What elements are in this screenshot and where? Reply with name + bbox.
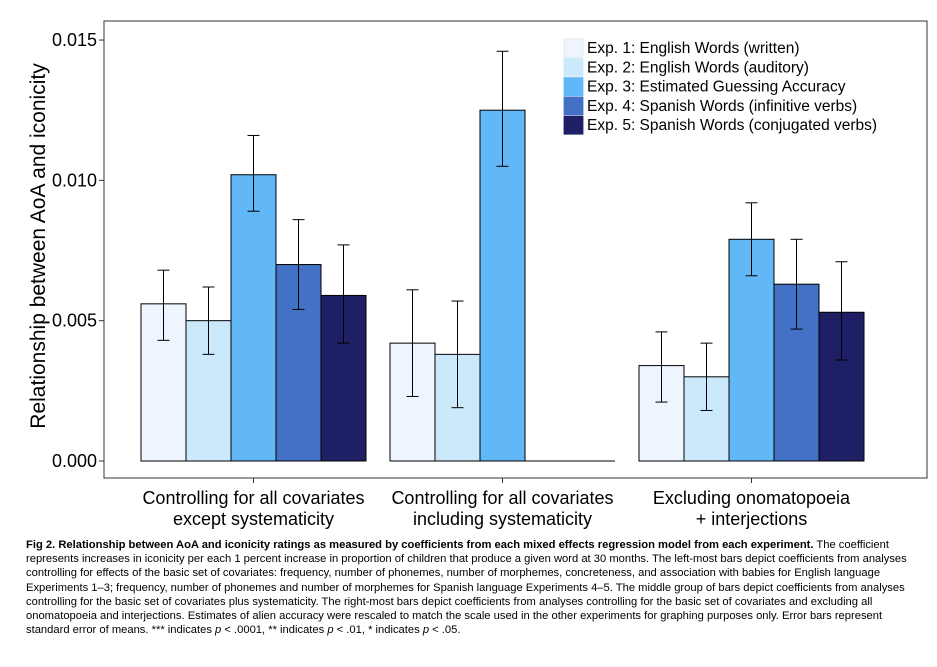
y-tick-label: 0.000: [52, 451, 97, 471]
bar-chart: 0.000 0.005 0.010 0.015 Controlling for all…: [27, 20, 928, 529]
y-tick-label: 0.015: [52, 30, 97, 50]
caption-sig-2: < .0001, ** indicates: [221, 624, 328, 637]
figure-caption: Fig 2. Relationship between AoA and icon…: [26, 538, 926, 637]
caption-body: The coefficient represents increases in …: [26, 539, 907, 637]
legend-swatch: [563, 77, 584, 96]
x-tick-label: except systematicity: [173, 509, 334, 529]
y-axis-label: Relationship between AoA and iconicity: [27, 63, 50, 429]
legend-swatch: [563, 38, 584, 58]
y-tick-label: 0.010: [52, 170, 97, 190]
bar: [230, 174, 277, 462]
x-tick-label: Excluding onomatopoeia: [653, 488, 851, 508]
legend-swatch: [563, 57, 584, 77]
caption-p-2: p: [327, 624, 334, 637]
caption-sig-4: < .05.: [429, 624, 461, 637]
legend-swatch: [563, 96, 584, 116]
legend: Exp. 1: English Words (written) Exp. 2: E…: [563, 38, 877, 135]
caption-title: Fig 2. Relationship between AoA and icon…: [26, 539, 814, 551]
caption-sig-1: *** indicates: [148, 624, 216, 637]
legend-label: Exp. 1: English Words (written): [587, 40, 799, 57]
bar: [479, 109, 526, 462]
bar: [185, 320, 232, 462]
caption-p-3: p: [422, 624, 430, 637]
error-bars-layer: [157, 50, 848, 411]
legend-label: Exp. 2: English Words (auditory): [587, 59, 809, 76]
caption-sig-3: < .01, * indicates: [333, 624, 423, 637]
y-axis: 0.000 0.005 0.010 0.015: [52, 30, 104, 471]
legend-label: Exp. 4: Spanish Words (infinitive verbs): [587, 98, 857, 115]
caption-p-1: p: [215, 624, 222, 637]
y-tick-label: 0.005: [52, 311, 97, 331]
legend-swatch: [563, 115, 584, 135]
x-tick-label: Controlling for all covariates: [391, 488, 613, 508]
legend-label: Exp. 5: Spanish Words (conjugated verbs): [587, 117, 877, 134]
x-tick-label: including systematicity: [413, 509, 592, 529]
legend-label: Exp. 3: Estimated Guessing Accuracy: [587, 79, 846, 96]
x-tick-label: Controlling for all covariates: [142, 488, 364, 508]
x-tick-label: + interjections: [696, 509, 808, 529]
